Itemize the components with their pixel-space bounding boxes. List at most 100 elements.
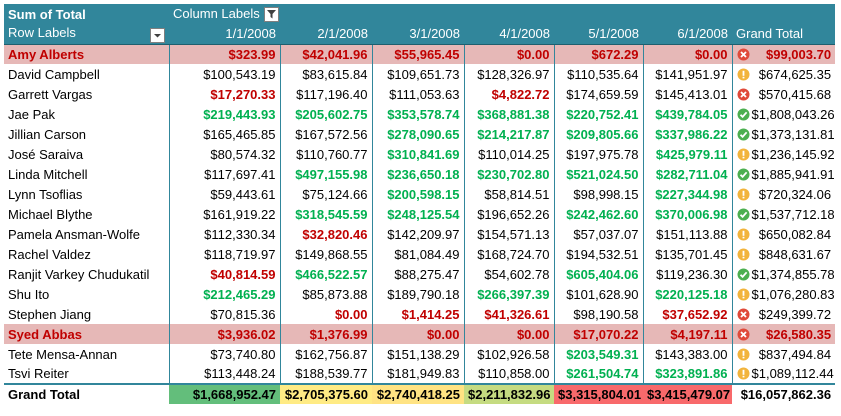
row-label[interactable]: José Saraiva [4,144,170,164]
grand-total-value-cell[interactable]: $2,211,832.96 [464,383,554,404]
value-cell[interactable]: $200,598.15 [372,184,465,204]
value-cell[interactable]: $58,814.51 [464,184,555,204]
value-cell[interactable]: $145,413.01 [643,84,733,104]
row-labels-cell[interactable]: Row Labels [4,24,169,45]
row-label[interactable]: Michael Blythe [4,204,170,224]
grand-total-sum-cell[interactable]: $16,057,862.36 [732,383,836,404]
value-cell[interactable]: $41,326.61 [464,304,555,324]
value-cell[interactable]: $205,602.75 [280,104,373,124]
value-cell[interactable]: $370,006.98 [643,204,733,224]
grand-total-cell[interactable]: $1,236,145.92 [732,144,835,164]
value-cell[interactable]: $85,873.88 [280,284,373,304]
value-cell[interactable]: $151,113.88 [643,224,733,244]
grand-total-cell[interactable]: $1,076,280.83 [732,284,835,304]
row-label[interactable]: Rachel Valdez [4,244,170,264]
row-label[interactable]: Lynn Tsoflias [4,184,170,204]
grand-total-cell[interactable]: $1,808,043.26 [732,104,835,124]
grand-total-cell[interactable]: $674,625.35 [732,64,835,84]
grand-total-cell[interactable]: $99,003.70 [732,44,836,64]
value-cell[interactable]: $143,383.00 [643,344,733,364]
value-cell[interactable]: $439,784.05 [643,104,733,124]
value-cell[interactable]: $98,190.58 [554,304,644,324]
value-cell[interactable]: $75,124.66 [280,184,373,204]
value-cell[interactable]: $282,711.04 [643,164,733,184]
value-cell[interactable]: $117,697.41 [169,164,281,184]
value-cell[interactable]: $88,275.47 [372,264,465,284]
value-cell[interactable]: $0.00 [464,44,555,64]
value-cell[interactable]: $32,820.46 [280,224,373,244]
grand-total-cell[interactable]: $1,374,855.78 [732,264,835,284]
row-label[interactable]: Jae Pak [4,104,170,124]
value-cell[interactable]: $174,659.59 [554,84,644,104]
value-cell[interactable]: $149,868.55 [280,244,373,264]
value-cell[interactable]: $100,543.19 [169,64,281,84]
value-cell[interactable]: $111,053.63 [372,84,465,104]
value-cell[interactable]: $368,881.38 [464,104,555,124]
value-cell[interactable]: $196,652.26 [464,204,555,224]
column-labels-cell[interactable]: Column Labels [169,4,836,24]
value-cell[interactable]: $165,465.85 [169,124,281,144]
row-label[interactable]: Stephen Jiang [4,304,170,324]
value-cell[interactable]: $102,926.58 [464,344,555,364]
value-cell[interactable]: $117,196.40 [280,84,373,104]
value-cell[interactable]: $209,805.66 [554,124,644,144]
value-cell[interactable]: $337,986.22 [643,124,733,144]
value-cell[interactable]: $188,539.77 [280,364,373,384]
value-cell[interactable]: $181,949.83 [372,364,465,384]
grand-total-cell[interactable]: $1,089,112.44 [732,364,835,384]
value-cell[interactable]: $70,815.36 [169,304,281,324]
value-cell[interactable]: $261,504.74 [554,364,644,384]
value-cell[interactable]: $212,465.29 [169,284,281,304]
value-cell[interactable]: $323.99 [169,44,281,64]
value-cell[interactable]: $318,545.59 [280,204,373,224]
row-label[interactable]: Ranjit Varkey Chudukatil [4,264,170,284]
row-label[interactable]: Jillian Carson [4,124,170,144]
value-cell[interactable]: $219,443.93 [169,104,281,124]
value-cell[interactable]: $110,535.64 [554,64,644,84]
value-cell[interactable]: $101,628.90 [554,284,644,304]
value-cell[interactable]: $466,522.57 [280,264,373,284]
grand-total-cell[interactable]: $720,324.06 [732,184,835,204]
value-cell[interactable]: $4,197.11 [643,324,733,344]
value-cell[interactable]: $0.00 [643,44,733,64]
value-cell[interactable]: $0.00 [372,324,465,344]
value-cell[interactable]: $0.00 [280,304,373,324]
value-cell[interactable]: $55,965.45 [372,44,465,64]
row-label[interactable]: Pamela Ansman-Wolfe [4,224,170,244]
value-cell[interactable]: $142,209.97 [372,224,465,244]
row-label[interactable]: Shu Ito [4,284,170,304]
value-cell[interactable]: $98,998.15 [554,184,644,204]
value-cell[interactable]: $37,652.92 [643,304,733,324]
value-cell[interactable]: $248,125.54 [372,204,465,224]
value-cell[interactable]: $40,814.59 [169,264,281,284]
grand-total-cell[interactable]: $26,580.35 [732,324,836,344]
value-cell[interactable]: $242,462.60 [554,204,644,224]
value-cell[interactable]: $110,014.25 [464,144,555,164]
value-cell[interactable]: $42,041.96 [280,44,373,64]
grand-total-cell[interactable]: $1,537,712.18 [732,204,835,224]
value-cell[interactable]: $203,549.31 [554,344,644,364]
value-cell[interactable]: $73,740.80 [169,344,281,364]
grand-total-cell[interactable]: $570,415.68 [732,84,835,104]
value-cell[interactable]: $110,858.00 [464,364,555,384]
value-cell[interactable]: $189,790.18 [372,284,465,304]
value-cell[interactable]: $230,702.80 [464,164,555,184]
grand-total-cell[interactable]: $1,373,131.81 [732,124,835,144]
column-filter-button[interactable] [263,7,279,23]
grand-total-cell[interactable]: $249,399.72 [732,304,835,324]
value-cell[interactable]: $214,217.87 [464,124,555,144]
grand-total-value-cell[interactable]: $1,668,952.47 [169,383,280,404]
value-cell[interactable]: $1,376.99 [280,324,373,344]
value-cell[interactable]: $425,979.11 [643,144,733,164]
value-cell[interactable]: $80,574.32 [169,144,281,164]
value-cell[interactable]: $59,443.61 [169,184,281,204]
value-cell[interactable]: $1,414.25 [372,304,465,324]
value-cell[interactable]: $168,724.70 [464,244,555,264]
value-cell[interactable]: $118,719.97 [169,244,281,264]
value-cell[interactable]: $151,138.29 [372,344,465,364]
value-cell[interactable]: $17,270.33 [169,84,281,104]
row-filter-button[interactable] [150,27,165,43]
row-label[interactable]: Garrett Vargas [4,84,170,104]
value-cell[interactable]: $521,024.50 [554,164,644,184]
value-cell[interactable]: $54,602.78 [464,264,555,284]
